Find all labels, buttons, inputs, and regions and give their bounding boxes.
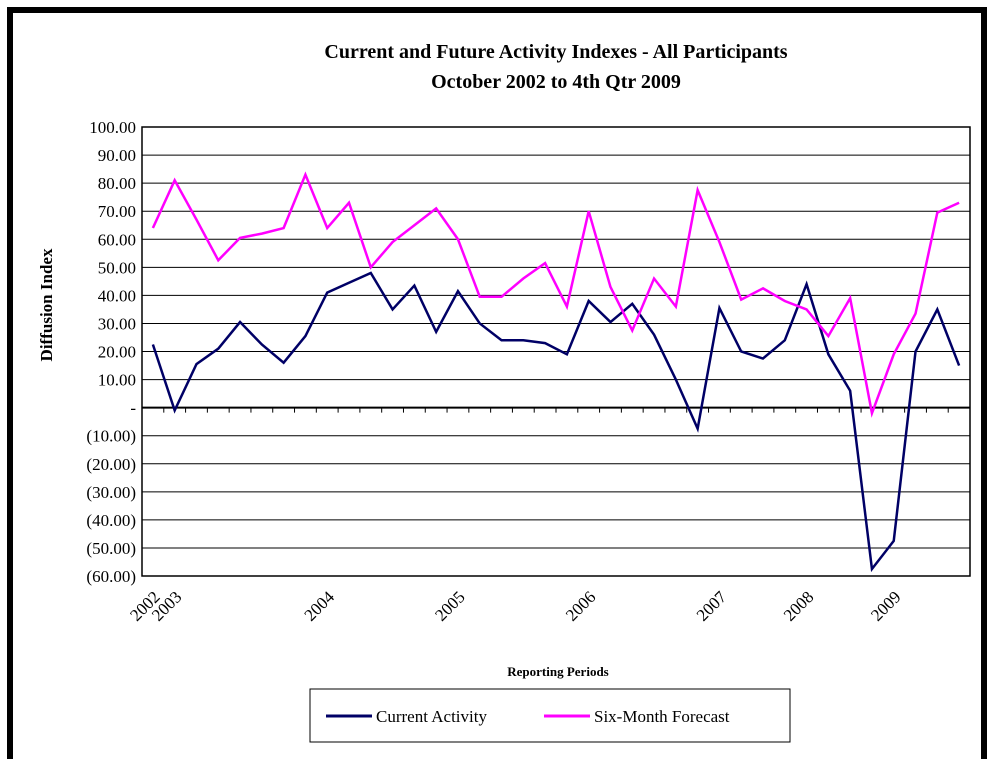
x-tick-label: 2006 <box>562 587 599 624</box>
y-tick-label: (60.00) <box>86 567 136 586</box>
y-tick-label: (30.00) <box>86 483 136 502</box>
x-tick-label: 2008 <box>780 587 817 624</box>
y-tick-label: (50.00) <box>86 539 136 558</box>
legend-label: Six-Month Forecast <box>594 707 730 726</box>
line-series <box>151 271 961 573</box>
y-tick-label: (40.00) <box>86 511 136 530</box>
y-tick-label: 20.00 <box>98 343 136 362</box>
y-tick-label: 50.00 <box>98 258 136 277</box>
y-tick-label: - <box>130 399 136 418</box>
frame <box>7 7 987 764</box>
chart-subtitle: October 2002 to 4th Qtr 2009 <box>431 71 681 93</box>
plot-border <box>141 126 971 577</box>
y-axis-label: Diffusion Index <box>37 248 56 361</box>
legend-label: Current Activity <box>376 707 487 726</box>
x-tick-label: 2005 <box>431 587 468 624</box>
y-tick-label: 100.00 <box>89 118 136 137</box>
line-series <box>151 171 960 418</box>
y-tick-label: (10.00) <box>86 427 136 446</box>
y-tick-label: (20.00) <box>86 455 136 474</box>
x-axis-label: Reporting Periods <box>507 664 608 679</box>
x-tick-label: 2007 <box>693 587 731 625</box>
y-tick-label: 10.00 <box>98 371 136 390</box>
y-tick-label: 80.00 <box>98 174 136 193</box>
y-tick-label: 40.00 <box>98 286 136 305</box>
y-tick-label: 30.00 <box>98 314 136 333</box>
y-tick-label: 60.00 <box>98 230 136 249</box>
x-tick-label: 2009 <box>867 587 904 624</box>
y-tick-label: 90.00 <box>98 146 136 165</box>
chart-title: Current and Future Activity Indexes - Al… <box>324 41 787 63</box>
y-tick-label: 70.00 <box>98 202 136 221</box>
x-tick-label: 2004 <box>301 587 339 625</box>
